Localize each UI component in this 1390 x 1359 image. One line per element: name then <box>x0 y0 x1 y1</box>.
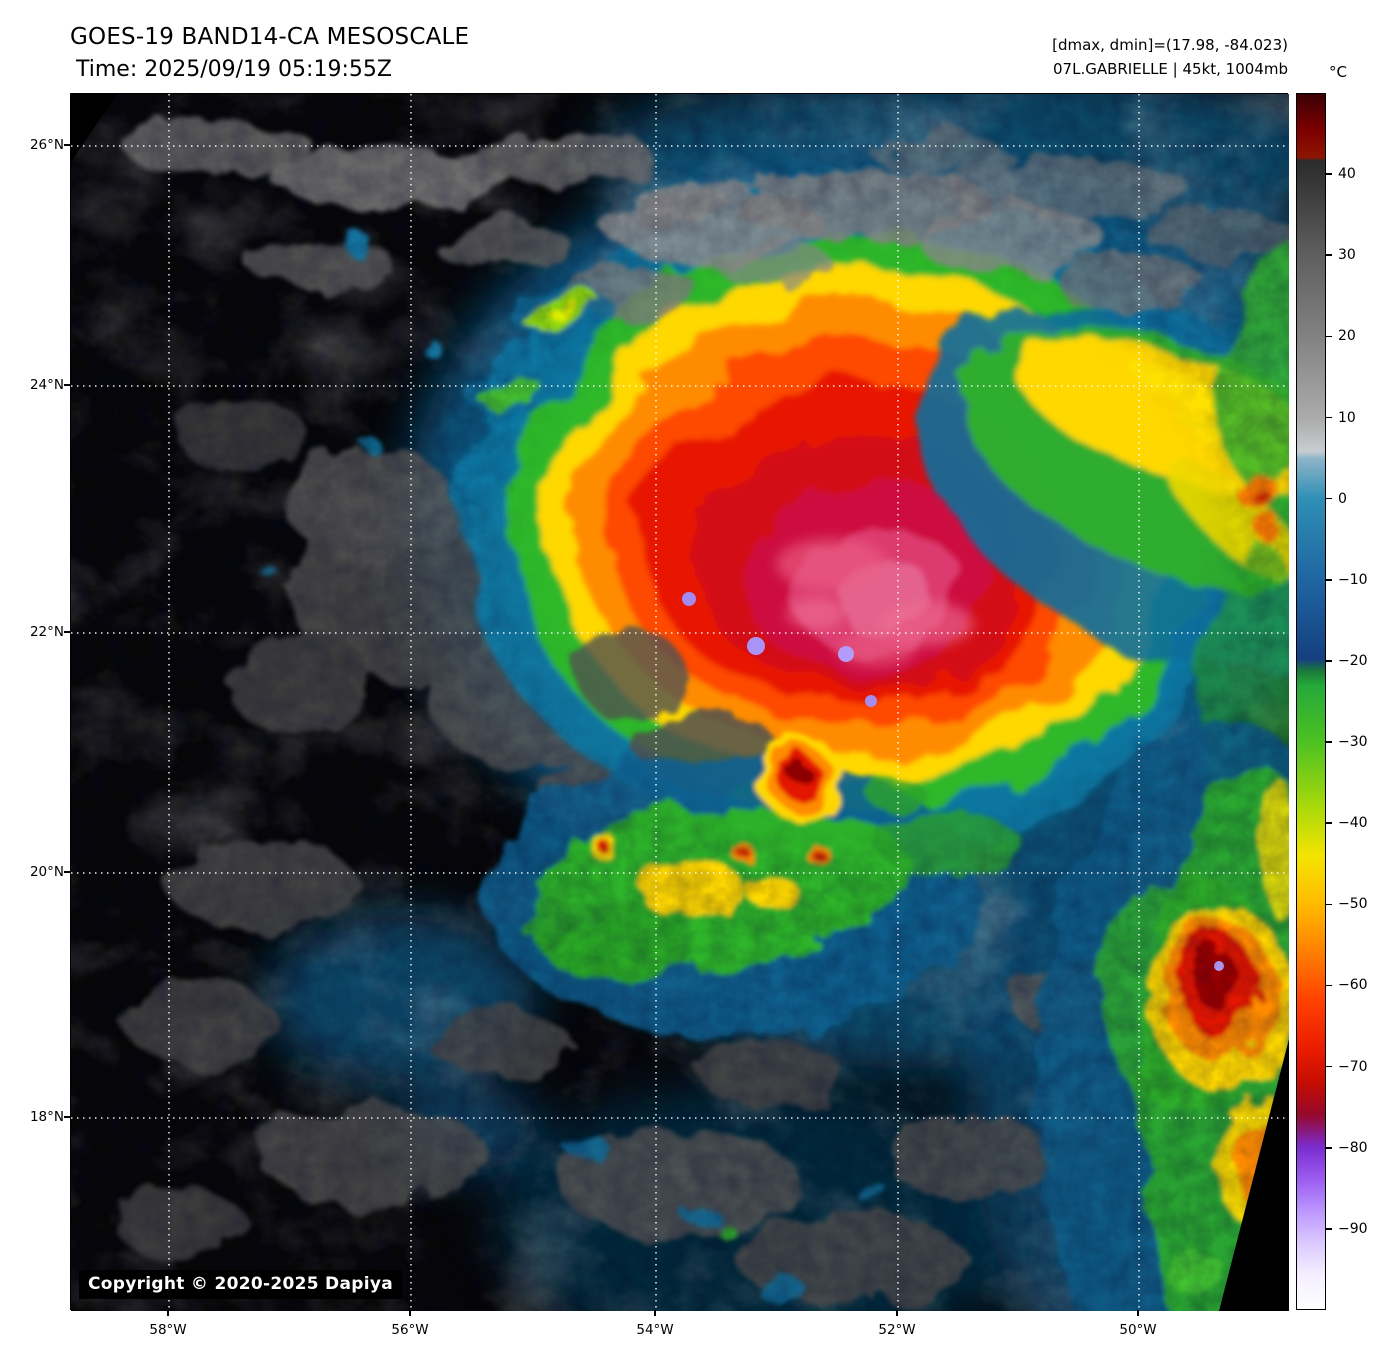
page-title: GOES-19 BAND14-CA MESOSCALE <box>70 24 470 50</box>
colorbar-ticks: 40 30 20 10 0 −10 −20 −30 −40 −50 −60 −70 −80 −90 <box>1326 93 1390 1310</box>
lat-tick-label: 22°N <box>29 624 64 640</box>
lat-tick-label: 20°N <box>29 864 64 880</box>
colorbar-tick-label: 20 <box>1326 328 1356 344</box>
lon-tick-label: 50°W <box>1119 1322 1157 1338</box>
lat-tick-label: 24°N <box>29 377 64 393</box>
colorbar-tick-label: 10 <box>1326 410 1356 426</box>
lat-tick-label: 26°N <box>29 137 64 153</box>
dmax-dmin-readout: [dmax, dmin]=(17.98, -84.023) <box>1052 36 1288 54</box>
map-plot: Copyright © 2020-2025 Dapiya <box>70 93 1289 1311</box>
axis-tick <box>896 1310 898 1316</box>
colorbar-unit-label: °C <box>1329 63 1347 81</box>
dark-speckle-texture <box>71 94 1289 1311</box>
copyright-label: Copyright © 2020-2025 Dapiya <box>79 1270 402 1299</box>
lat-lon-gridlines <box>71 94 1289 1311</box>
axis-tick <box>654 1310 656 1316</box>
colorbar-tick-label: −30 <box>1326 734 1368 750</box>
colorbar-tick-label: −90 <box>1326 1221 1368 1237</box>
colorbar-tick-label: −70 <box>1326 1059 1368 1075</box>
colorbar-tick-label: −40 <box>1326 815 1368 831</box>
header-info: [dmax, dmin]=(17.98, -84.023) 07L.GABRIE… <box>1052 33 1288 81</box>
colorbar-tick-label: 30 <box>1326 247 1356 263</box>
lon-tick-label: 52°W <box>878 1322 916 1338</box>
axis-tick <box>1137 1310 1139 1316</box>
colorbar-tick-label: −10 <box>1326 572 1368 588</box>
lon-tick-label: 58°W <box>149 1322 187 1338</box>
timestamp-label: Time: 2025/09/19 05:19:55Z <box>76 57 392 82</box>
axis-tick <box>167 1310 169 1316</box>
colorbar-tick-label: −20 <box>1326 653 1368 669</box>
lat-tick-label: 18°N <box>29 1109 64 1125</box>
axis-tick <box>64 631 70 633</box>
colorbar-tick-label: 40 <box>1326 166 1356 182</box>
colorbar-tick-label: 0 <box>1326 491 1347 507</box>
satellite-image <box>71 94 1289 1311</box>
storm-info-label: 07L.GABRIELLE | 45kt, 1004mb <box>1053 60 1288 78</box>
scan-edge-top-left <box>71 94 117 162</box>
axis-tick <box>64 144 70 146</box>
lon-tick-label: 54°W <box>636 1322 674 1338</box>
colorbar-tick-label: −80 <box>1326 1140 1368 1156</box>
axis-tick <box>409 1310 411 1316</box>
colorbar-tick-label: −50 <box>1326 896 1368 912</box>
colorbar-gradient <box>1296 93 1326 1310</box>
axis-tick <box>64 384 70 386</box>
axis-tick <box>64 1116 70 1118</box>
scan-edge-bottom-right <box>1219 1039 1289 1311</box>
colorbar-tick-label: −60 <box>1326 977 1368 993</box>
axis-tick <box>64 871 70 873</box>
lon-tick-label: 56°W <box>391 1322 429 1338</box>
